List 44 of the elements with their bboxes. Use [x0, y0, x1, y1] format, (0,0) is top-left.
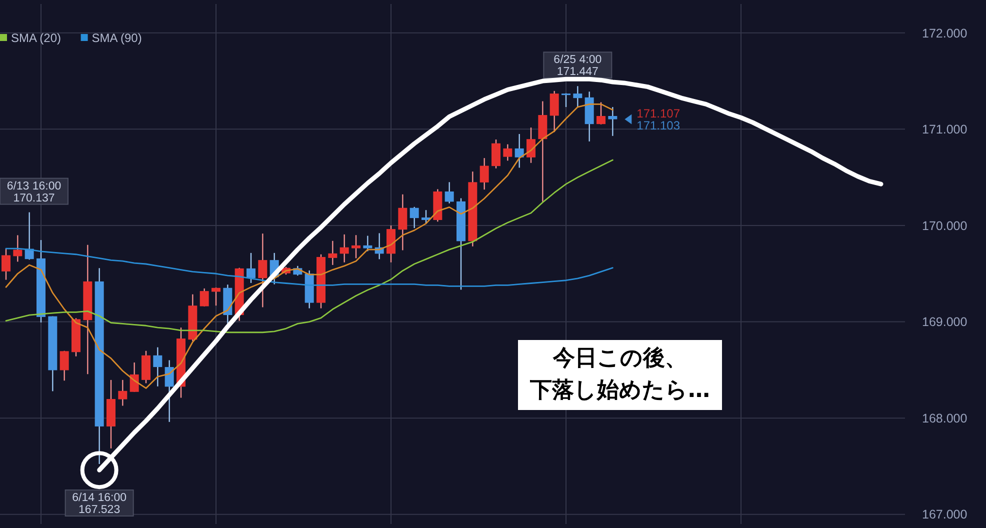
candlestick: [153, 346, 162, 387]
annotation: 171.107: [636, 106, 680, 120]
candlestick: [340, 234, 349, 263]
candlestick: [480, 157, 489, 190]
candlestick: [444, 182, 454, 204]
y-tick-label: 170.000: [922, 218, 968, 233]
candlestick: [550, 90, 559, 133]
candlestick: [328, 240, 338, 266]
line-series: [5, 248, 614, 287]
candlestick: [410, 206, 419, 229]
candlestick: [503, 144, 512, 162]
y-tick-label: 171.000: [922, 122, 968, 137]
candlestick: [562, 92, 570, 108]
candlestick: [526, 126, 536, 164]
annotation: 171.103: [636, 118, 680, 132]
annotation: 今日この後、下落し始めたら…: [529, 346, 710, 403]
candlestick: [60, 350, 69, 382]
y-tick-label: 169.000: [922, 315, 968, 330]
y-tick-label: 168.000: [922, 411, 968, 426]
legend-label: SMA (20): [11, 31, 62, 46]
candlestick: [608, 106, 618, 137]
candlestick: [573, 86, 582, 108]
candlestick: [200, 288, 209, 307]
candlestick: [13, 234, 22, 262]
candlestick: [492, 138, 500, 169]
y-tick-label: 172.000: [922, 26, 968, 40]
candlestick: [363, 235, 372, 252]
annotation: 6/14 16:00 167.523: [72, 492, 127, 516]
candlestick: [352, 234, 360, 259]
candlestick: [246, 252, 256, 284]
candlestick: [398, 194, 408, 251]
annotation: 6/13 16:00 170.137: [6, 180, 62, 204]
candlestick: [258, 232, 268, 308]
line-series: [5, 159, 614, 334]
y-tick-label: 167.000: [922, 508, 968, 522]
candlestick: [118, 379, 128, 406]
candlestick: [164, 360, 174, 423]
candlestick: [596, 102, 606, 125]
candlestick: [2, 248, 10, 280]
candlestick: [212, 286, 220, 306]
legend-label: SMA (90): [92, 31, 142, 46]
candlestick: [514, 133, 524, 168]
annotation: 6/25 4:00 171.447: [554, 54, 602, 78]
candlestick: [130, 362, 139, 392]
